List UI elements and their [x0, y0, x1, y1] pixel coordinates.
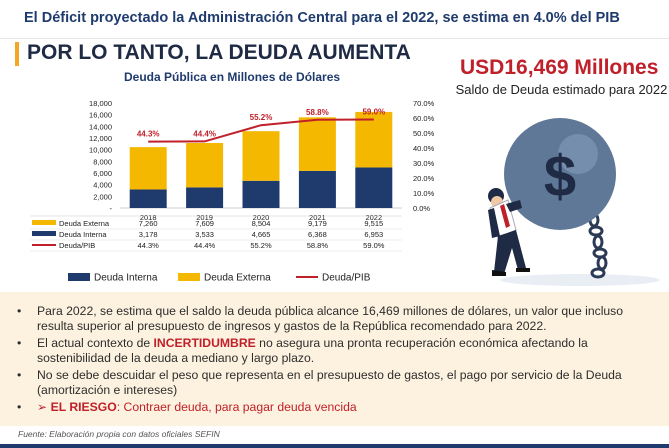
data-label-deuda-pib: 58.8%	[306, 108, 329, 117]
y-tick-label: 16,000	[89, 111, 112, 120]
legend-key	[68, 273, 90, 281]
table-row-label: Deuda Interna	[59, 230, 107, 239]
legend-key	[178, 273, 200, 281]
note-item: • ➢ EL RIESGO: Contraer deuda, para paga…	[17, 400, 663, 415]
note-item: • El actual contexto de INCERTIDUMBRE no…	[17, 336, 663, 366]
note-text-post: no asegura una pronta recuperación econó…	[37, 336, 588, 365]
bullet-dot: •	[17, 400, 22, 414]
table-cell: 59.0%	[363, 241, 385, 250]
table-cell: 9,179	[308, 219, 327, 228]
bar-deuda-externa	[129, 147, 167, 190]
note-item: • Para 2022, se estima que el saldo la d…	[17, 304, 663, 334]
person-icon	[488, 188, 530, 276]
arrow-icon: ➢	[37, 400, 48, 414]
notes-box: • Para 2022, se estima que el saldo la d…	[0, 292, 669, 426]
x-tick-label: 2019	[196, 213, 213, 222]
note-highlight: INCERTIDUMBRE	[153, 336, 256, 350]
legend-label: Deuda Externa	[204, 273, 271, 284]
table-cell: 44.4%	[194, 241, 216, 250]
table-cell: 44.3%	[138, 241, 160, 250]
bar-deuda-externa	[355, 111, 393, 168]
table-cell: 3,178	[139, 230, 158, 239]
debt-burden-illustration: $	[488, 118, 660, 286]
table-cell: 4,665	[252, 230, 271, 239]
main-title: POR LO TANTO, LA DEUDA AUMENTA	[27, 41, 411, 64]
y-tick-label: 2,000	[93, 192, 112, 201]
illustration-shadow	[500, 274, 660, 286]
y-tick-label: 12,000	[89, 134, 112, 143]
bar-deuda-interna	[355, 167, 393, 208]
table-cell: 7,260	[139, 219, 158, 228]
y2-tick-label: 10.0%	[413, 189, 435, 198]
note-item: • No se debe descuidar el peso que repre…	[17, 368, 663, 398]
chain-icon	[588, 212, 608, 279]
line-deuda-pib	[148, 118, 374, 143]
header-title: El Déficit proyectado la Administración …	[24, 10, 620, 26]
chart-title: Deuda Pública en Millones de Dólares	[124, 70, 341, 84]
legend-label: Deuda Interna	[94, 273, 158, 284]
bar-deuda-interna	[129, 189, 167, 208]
bullet-dot: •	[17, 368, 22, 382]
y2-tick-label: 0.0%	[413, 204, 430, 213]
header-bar: El Déficit proyectado la Administración …	[0, 0, 669, 39]
legend-label: Deuda/PIB	[322, 273, 371, 284]
debt-total-caption: Saldo de Deuda estimado para 2022	[455, 82, 668, 97]
data-label-deuda-pib: 59.0%	[362, 108, 385, 117]
table-legend-key	[32, 231, 56, 236]
y-tick-label: 18,000	[89, 99, 112, 108]
x-tick-label: 2022	[365, 213, 382, 222]
data-label-deuda-pib: 55.2%	[250, 113, 273, 122]
bar-deuda-interna	[186, 187, 224, 208]
y-tick-label: 14,000	[89, 122, 112, 131]
y-tick-label: 10,000	[89, 146, 112, 155]
x-tick-label: 2018	[140, 213, 157, 222]
risk-text: : Contraer deuda, para pagar deuda venci…	[116, 400, 357, 414]
table-cell: 6,368	[308, 230, 327, 239]
table-row-label: Deuda Externa	[59, 219, 110, 228]
y2-tick-label: 20.0%	[413, 174, 435, 183]
table-cell: 3,533	[195, 230, 214, 239]
note-text-pre: El actual contexto de	[37, 336, 154, 350]
dollar-sign-icon: $	[544, 144, 576, 209]
data-label-deuda-pib: 44.4%	[193, 129, 216, 138]
y2-tick-label: 50.0%	[413, 129, 435, 138]
y-tick-label: -	[110, 204, 113, 213]
risk-note: ➢ EL RIESGO: Contraer deuda, para pagar …	[37, 400, 357, 414]
note-text: Para 2022, se estima que el saldo la deu…	[37, 304, 624, 333]
y-tick-label: 4,000	[93, 181, 112, 190]
title-accent-bar	[15, 42, 19, 66]
source-note: Fuente: Elaboración propia con datos ofi…	[18, 429, 220, 439]
table-cell: 6,953	[364, 230, 383, 239]
data-label-deuda-pib: 44.3%	[137, 130, 160, 139]
table-cell: 8,504	[252, 219, 271, 228]
table-cell: 55.2%	[250, 241, 272, 250]
bar-deuda-interna	[298, 170, 336, 208]
table-cell: 7,609	[195, 219, 214, 228]
bar-deuda-externa	[186, 143, 224, 188]
risk-label: EL RIESGO	[50, 400, 117, 414]
table-row-label: Deuda/PIB	[59, 241, 95, 250]
y2-tick-label: 60.0%	[413, 114, 435, 123]
bottom-stripe	[0, 444, 669, 448]
bar-deuda-externa	[242, 131, 280, 181]
x-tick-label: 2021	[309, 213, 326, 222]
note-text: No se debe descuidar el peso que represe…	[37, 368, 622, 397]
bar-deuda-interna	[242, 180, 280, 208]
table-cell: 58.8%	[307, 241, 329, 250]
debt-chart: 18,000 16,000 14,000 12,000 10,000 8,000 6,000…	[30, 99, 435, 284]
bar-deuda-externa	[298, 117, 336, 171]
y2-tick-label: 70.0%	[413, 99, 435, 108]
y-tick-label: 6,000	[93, 169, 112, 178]
y2-tick-label: 40.0%	[413, 144, 435, 153]
bullet-dot: •	[17, 304, 22, 318]
x-tick-label: 2020	[253, 213, 270, 222]
y-tick-label: 8,000	[93, 157, 112, 166]
table-cell: 9,515	[364, 219, 383, 228]
y2-tick-label: 30.0%	[413, 159, 435, 168]
table-legend-key	[32, 220, 56, 225]
debt-total-value: USD16,469 Millones	[460, 56, 659, 79]
bullet-dot: •	[17, 336, 22, 350]
